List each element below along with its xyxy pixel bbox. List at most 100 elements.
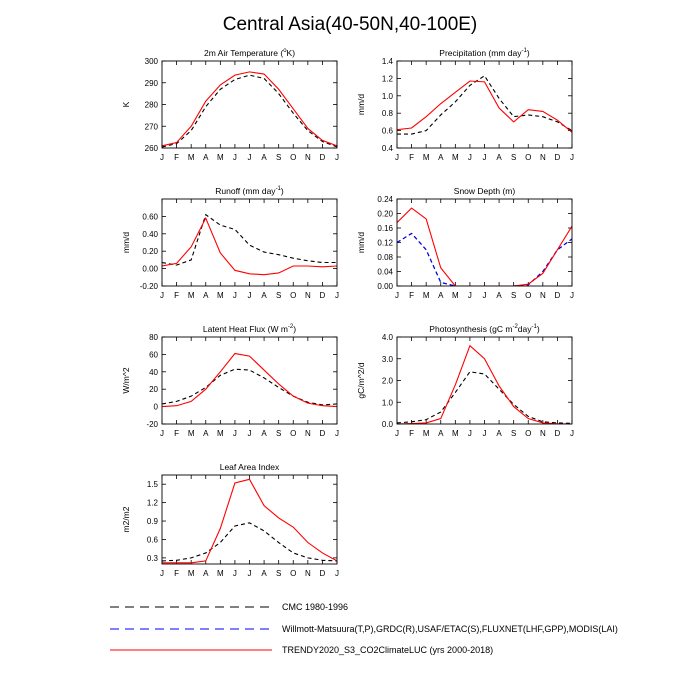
y-tick-label: 0.0	[382, 420, 394, 429]
y-tick-label: 80	[149, 333, 158, 342]
x-tick-label: N	[540, 153, 546, 162]
x-tick-label: J	[395, 291, 399, 300]
series-line	[162, 368, 337, 406]
x-tick-label: M	[188, 429, 195, 438]
series-line	[162, 71, 337, 147]
title-text: 2m Air Temperature (	[204, 48, 283, 58]
x-tick-label: F	[174, 153, 179, 162]
y-tick-label: 0.6	[382, 127, 394, 136]
x-tick-label: J	[483, 291, 487, 300]
panel-3: Snow Depth (m) mm/d 0.00 0.04 0.08 0.12 0.16 0.…	[356, 186, 574, 300]
x-tick-label: D	[320, 291, 326, 300]
x-tick-label: M	[423, 153, 430, 162]
x-tick-label: F	[174, 569, 179, 578]
x-tick-label: J	[335, 153, 339, 162]
title-superscript: -1	[276, 186, 282, 192]
y-tick-label: 1.0	[382, 398, 394, 407]
plot-frame	[396, 336, 573, 425]
x-tick-label: A	[261, 569, 267, 578]
y-axis-label: m2/m2	[121, 506, 131, 532]
x-tick-label: F	[409, 291, 414, 300]
y-tick-label: 0.8	[382, 109, 394, 118]
x-tick-label: M	[452, 429, 459, 438]
y-tick-label: 0.00	[377, 282, 393, 291]
x-tick-label: A	[496, 291, 502, 300]
y-tick-label: 1.5	[147, 480, 159, 489]
series-line	[397, 344, 572, 424]
x-tick-label: D	[320, 153, 326, 162]
x-tick-label: M	[452, 291, 459, 300]
series-line	[162, 213, 337, 266]
plot-frame	[161, 198, 338, 287]
y-tick-label: 0.08	[377, 253, 393, 262]
x-tick-label: A	[438, 153, 444, 162]
x-tick-label: M	[423, 429, 430, 438]
x-tick-label: J	[248, 153, 252, 162]
x-tick-label: D	[555, 429, 561, 438]
x-tick-label: S	[511, 429, 516, 438]
series-line	[397, 207, 572, 286]
x-tick-label: M	[217, 429, 224, 438]
x-tick-label: J	[233, 569, 237, 578]
x-tick-label: F	[174, 291, 179, 300]
figure-title: Central Asia(40-50N,40-100E)	[223, 14, 478, 35]
panel-title: Leaf Area Index	[220, 462, 280, 472]
x-tick-label: D	[555, 153, 561, 162]
x-tick-label: S	[276, 153, 281, 162]
x-tick-label: J	[468, 291, 472, 300]
x-tick-label: J	[160, 153, 164, 162]
title-text: Snow Depth (m)	[454, 186, 516, 196]
x-tick-label: J	[160, 291, 164, 300]
x-tick-label: J	[395, 153, 399, 162]
title-text: )	[527, 48, 530, 58]
y-tick-label: -0.20	[140, 282, 159, 291]
panel-title: Runoff (mm day-1)	[215, 186, 284, 196]
y-tick-label: 300	[145, 57, 159, 66]
x-tick-label: M	[452, 153, 459, 162]
x-tick-label: M	[217, 291, 224, 300]
x-tick-label: N	[305, 569, 311, 578]
x-tick-label: S	[511, 291, 516, 300]
x-tick-label: J	[335, 569, 339, 578]
x-tick-label: O	[290, 429, 296, 438]
x-tick-label: A	[261, 429, 267, 438]
y-tick-label: 0.6	[147, 535, 159, 544]
x-tick-label: M	[217, 569, 224, 578]
x-tick-label: D	[555, 291, 561, 300]
x-tick-label: N	[540, 291, 546, 300]
y-tick-label: 0.20	[142, 247, 158, 256]
x-tick-label: J	[335, 291, 339, 300]
panel-1: Precipitation (mm day-1) mm/d 0.4 0.6 0.8 1.0…	[356, 48, 574, 162]
panel-title: Precipitation (mm day-1)	[439, 48, 530, 58]
x-tick-label: A	[203, 569, 209, 578]
y-tick-label: 0.4	[382, 144, 394, 153]
x-tick-label: J	[468, 429, 472, 438]
x-tick-label: J	[248, 291, 252, 300]
y-axis-label: W/m^2	[121, 367, 131, 393]
x-tick-label: O	[290, 569, 296, 578]
panel-title: Photosynthesis (gC m-2day-1)	[429, 324, 540, 334]
x-tick-label: J	[395, 429, 399, 438]
title-superscript: -1	[522, 48, 528, 54]
x-tick-label: S	[511, 153, 516, 162]
panel-4: Latent Heat Flux (W m-2) W/m^2 -20 0 20 40 60 8…	[121, 324, 339, 438]
x-tick-label: O	[525, 153, 531, 162]
x-tick-label: M	[188, 569, 195, 578]
title-text: K)	[287, 48, 296, 58]
y-tick-label: 280	[145, 101, 159, 110]
series-line	[397, 232, 572, 286]
x-tick-label: J	[248, 429, 252, 438]
plot-frame	[161, 336, 338, 425]
title-text: )	[281, 186, 284, 196]
x-tick-label: J	[570, 153, 574, 162]
title-text: Runoff (mm day	[215, 186, 276, 196]
title-text: day	[518, 324, 532, 334]
y-axis-label: mm/d	[121, 232, 131, 254]
x-tick-label: M	[217, 153, 224, 162]
x-tick-label: J	[483, 429, 487, 438]
panel-title: Snow Depth (m)	[454, 186, 516, 196]
x-tick-label: N	[305, 153, 311, 162]
y-tick-label: 0.40	[142, 230, 158, 239]
y-tick-label: 3.0	[382, 355, 394, 364]
